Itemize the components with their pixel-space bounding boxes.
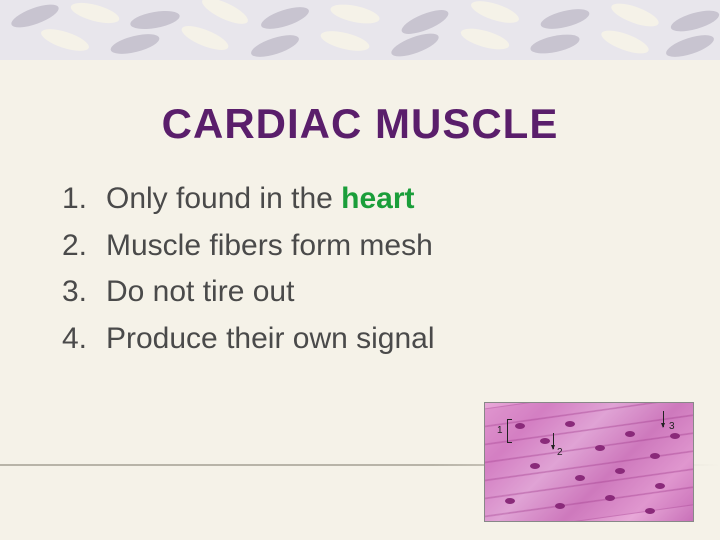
swoosh-decoration	[529, 31, 581, 57]
nucleus	[595, 445, 605, 451]
swoosh-decoration	[389, 29, 441, 60]
list-item: 4.Produce their own signal	[62, 316, 720, 363]
swoosh-decoration	[459, 24, 511, 53]
arrow-2	[553, 433, 554, 449]
nucleus	[605, 495, 615, 501]
nucleus	[670, 433, 680, 439]
swoosh-decoration	[69, 0, 121, 27]
list-text: Do not tire out	[106, 269, 294, 316]
list-item: 2.Muscle fibers form mesh	[62, 223, 720, 270]
histology-image: 1 2 3	[484, 402, 694, 522]
list-text: Produce their own signal	[106, 316, 435, 363]
swoosh-decoration	[179, 21, 231, 55]
swoosh-decoration	[539, 5, 591, 33]
list-item: 1.Only found in the heart	[62, 176, 720, 223]
swoosh-decoration	[39, 25, 91, 56]
swoosh-decoration	[664, 31, 716, 60]
swoosh-decoration	[329, 1, 381, 27]
swoosh-decoration	[129, 8, 181, 32]
nucleus	[540, 438, 550, 444]
bullet-list: 1.Only found in the heart2.Muscle fibers…	[62, 176, 720, 362]
swoosh-decoration	[109, 30, 161, 58]
swoosh-decoration	[599, 26, 651, 58]
histology-label-1: 1	[497, 425, 503, 436]
bracket-1	[507, 419, 512, 443]
nucleus	[650, 453, 660, 459]
nucleus	[625, 431, 635, 437]
swoosh-decoration	[199, 0, 251, 29]
swoosh-decoration	[319, 27, 371, 55]
nucleus	[645, 508, 655, 514]
swoosh-decoration	[249, 31, 301, 60]
nucleus	[655, 483, 665, 489]
list-number: 2.	[62, 223, 106, 270]
arrow-3	[663, 411, 664, 427]
decorative-top-border	[0, 0, 720, 60]
list-number: 3.	[62, 269, 106, 316]
list-item: 3.Do not tire out	[62, 269, 720, 316]
nucleus	[530, 463, 540, 469]
highlight-word: heart	[341, 182, 414, 215]
histology-label-2: 2	[557, 447, 563, 458]
histology-label-3: 3	[669, 421, 675, 432]
nucleus	[565, 421, 575, 427]
swoosh-decoration	[609, 0, 661, 31]
nucleus	[575, 475, 585, 481]
list-text: Only found in the heart	[106, 176, 415, 223]
swoosh-decoration	[469, 0, 521, 27]
nucleus	[615, 468, 625, 474]
slide-title: CARDIAC MUSCLE	[0, 100, 720, 148]
list-number: 4.	[62, 316, 106, 363]
nucleus	[515, 423, 525, 429]
swoosh-decoration	[259, 3, 311, 34]
nucleus	[505, 498, 515, 504]
swoosh-decoration	[9, 0, 61, 32]
list-number: 1.	[62, 176, 106, 223]
list-text: Muscle fibers form mesh	[106, 223, 433, 270]
nucleus	[555, 503, 565, 509]
swoosh-decoration	[669, 6, 720, 35]
